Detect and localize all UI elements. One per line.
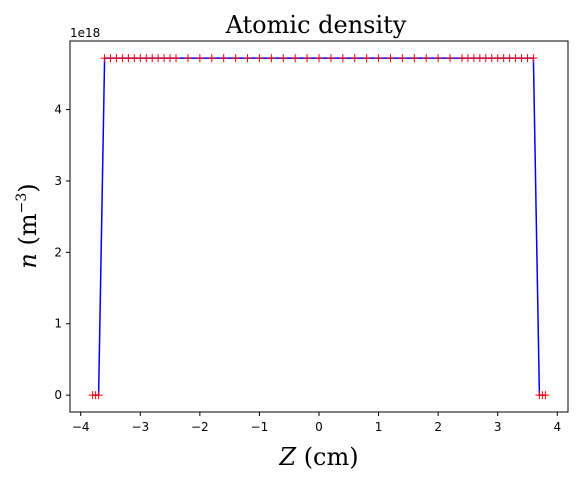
data-point [422,54,431,63]
data-point [279,54,288,63]
data-point [374,54,383,63]
chart-title: Atomic density [225,11,407,39]
data-point [231,54,240,63]
y-tick-label: 4 [54,103,62,117]
x-axis-ticks: −4 −3 −2 −1 0 1 2 3 4 [72,412,561,434]
x-tick-label: −2 [191,420,209,434]
data-point [315,54,323,63]
data-point [434,54,443,63]
data-point [172,54,181,63]
x-tick-label: −1 [251,420,269,434]
data-point [326,54,335,63]
data-point [386,54,395,63]
data-point [267,54,276,63]
x-tick-label: −4 [72,420,90,434]
data-point [362,54,371,63]
data-point [255,54,264,63]
data-point [243,54,252,63]
data-point [338,54,347,63]
x-axis-label: Z (cm) [278,443,358,471]
y-axis-ticks: 0 1 2 3 4 [54,103,70,402]
data-point [183,54,192,63]
x-tick-label: −3 [131,420,149,434]
data-point [410,54,419,63]
y-tick-label: 1 [54,317,62,331]
data-point [94,391,103,400]
data-point [529,54,538,63]
x-tick-label: 1 [375,420,383,434]
data-point [303,54,312,63]
data-point [195,54,204,63]
x-tick-label: 2 [434,420,442,434]
y-tick-label: 3 [54,174,62,188]
x-tick-label: 0 [315,420,323,434]
data-markers [88,54,550,400]
data-point [207,54,216,63]
y-tick-label: 0 [54,388,62,402]
y-offset-label: 1e18 [70,26,100,40]
x-tick-label: 3 [494,420,502,434]
y-axis-label: n (m−3) [14,183,42,268]
y-tick-label: 2 [54,245,62,259]
x-tick-label: 4 [553,420,561,434]
data-point [446,54,455,63]
data-point [350,54,359,63]
data-point [398,54,407,63]
data-point [541,391,550,400]
data-point [291,54,300,63]
data-point [219,54,228,63]
